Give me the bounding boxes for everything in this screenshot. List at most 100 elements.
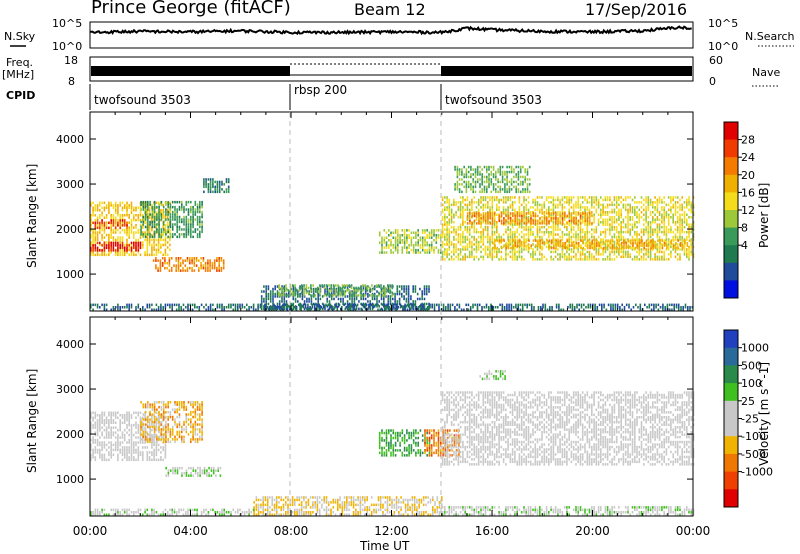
cpid-label: CPID [6,89,35,102]
power-cell [480,230,482,234]
power-cell [101,226,103,229]
power-cell [178,225,181,229]
power-cell [435,229,438,232]
power-cell [534,219,537,223]
power-cell [212,180,214,184]
power-cell [573,219,575,223]
power-cell [108,253,110,257]
power-cell [203,183,205,186]
power-cell [457,228,460,231]
power-cell [474,170,477,174]
power-cell [627,239,630,242]
power-cell [90,249,92,252]
power-cell [483,306,486,309]
power-cell [480,250,482,254]
power-cell [353,294,355,297]
power-cell [205,185,207,189]
power-cell [512,306,515,309]
power-cell [353,300,356,303]
power-cell [666,246,668,250]
power-cell [333,290,335,293]
power-cell [397,239,399,242]
power-cell [663,244,666,247]
power-cell [647,248,650,251]
power-cell [575,206,577,209]
power-cell [292,291,294,295]
power-cell [155,248,158,252]
power-cell [201,230,203,234]
power-cell [586,223,589,226]
power-cell [480,201,482,204]
power-cell [670,243,672,246]
power-cell [577,221,579,224]
power-cell [92,206,94,209]
power-cell [466,212,469,215]
power-cell [507,217,510,220]
power-cell [611,203,613,207]
power-cell [561,233,564,236]
power-cell [405,297,408,301]
power-cell [523,241,526,245]
power-cell [539,222,541,225]
power-cell [609,243,611,246]
power-cell [133,253,135,257]
power-cell [602,248,604,251]
power-cell [126,244,128,247]
power-cell [161,257,164,260]
power-cell [158,233,160,236]
power-cell [264,303,266,307]
power-cell [246,308,248,311]
power-cell [202,264,205,267]
power-cell [204,266,207,270]
power-cell [153,220,156,224]
power-cell [523,196,525,199]
power-cell [522,183,524,186]
power-cell [187,220,190,224]
power-cell [269,290,272,293]
power-cell [457,216,460,219]
power-cell [645,216,647,219]
power-cell [615,221,618,224]
power-cell [519,170,522,174]
power-cell [202,266,205,270]
power-cell [552,198,555,202]
power-cell [650,308,653,311]
power-cell [591,222,593,225]
power-cell [606,198,609,202]
power-cell [655,306,657,309]
power-cell [344,284,346,287]
power-cell [471,225,473,229]
power-cell [218,261,220,265]
power-cell [259,303,262,307]
power-cell [620,221,622,224]
power-cell [183,235,185,239]
power-cell [482,196,485,199]
power-cell [648,239,650,242]
power-cell [112,236,115,239]
power-cell [408,303,411,307]
power-cell [508,185,511,189]
power-cell [297,295,299,298]
power-cell [410,236,413,239]
power-cell [539,217,541,220]
power-cell [490,183,493,186]
power-cell [140,203,142,206]
power-cell [345,306,348,309]
power-cell [162,209,164,212]
power-cell [322,303,325,307]
power-cell [348,284,351,287]
power-cell [550,258,552,261]
power-cell [661,255,663,259]
power-cell [690,230,693,234]
power-cell [108,201,110,205]
power-cell [139,253,142,257]
power-cell [470,183,472,186]
power-cell [440,243,442,247]
power-cell [611,250,613,254]
power-cell [552,196,555,199]
power-cell [307,286,310,290]
power-cell [566,214,568,218]
power-cell [260,295,263,298]
power-cell [509,223,512,226]
power-cell [265,305,267,308]
